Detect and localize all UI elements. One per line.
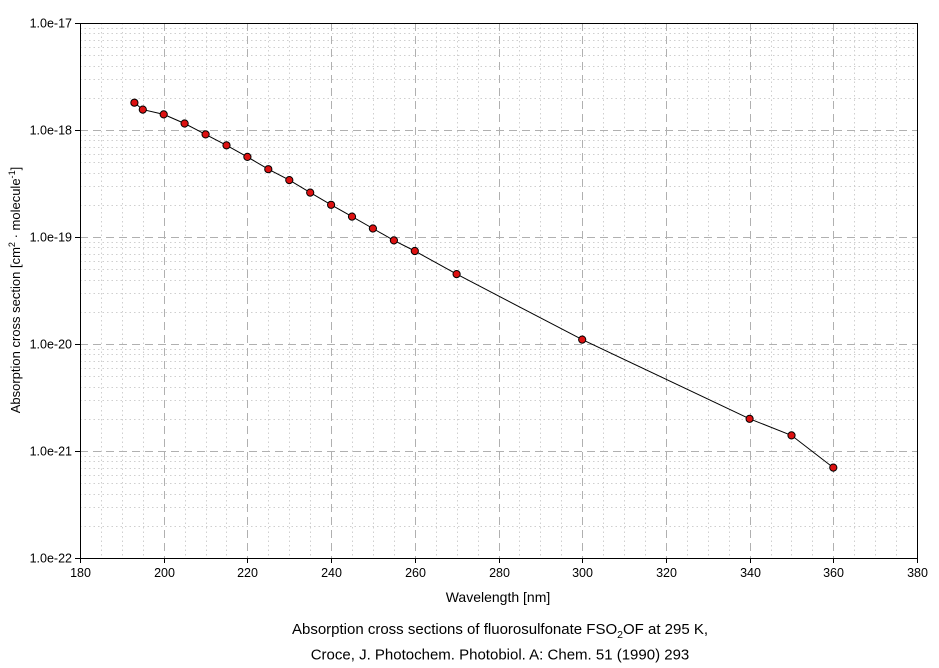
data-point: [306, 188, 315, 197]
data-point: [285, 176, 294, 185]
caption-title: Absorption cross sections of fluorosulfo…: [292, 621, 708, 641]
x-tick-label: 180: [70, 566, 91, 580]
data-point: [829, 463, 838, 472]
y-tick-label: 1.0e-19: [30, 231, 72, 245]
text-part: 2: [617, 629, 623, 641]
y-tick-label: 1.0e-18: [30, 124, 72, 138]
data-point: [368, 224, 377, 233]
text-part: -1: [6, 170, 17, 179]
absorption-cross-section-chart: 180 200 220 240 260 280 300 320 340 360 380 1.0e-17…: [30, 17, 928, 581]
y-axis-label: Absorption cross section [cm2 · molecule…: [7, 167, 23, 414]
data-point: [452, 270, 461, 279]
text-part: ]: [8, 166, 24, 171]
text-part: OF at 295 K,: [622, 621, 709, 638]
x-tick-label: 200: [154, 566, 175, 580]
data-point: [243, 152, 252, 161]
data-point: [180, 119, 189, 128]
x-tick-label: 240: [321, 566, 342, 580]
x-tick-label: 340: [740, 566, 761, 580]
data-point: [130, 98, 139, 107]
grid-major: [80, 23, 917, 558]
x-axis-label: Wavelength [nm]: [445, 589, 551, 605]
data-point: [578, 335, 587, 344]
x-tick-label: 280: [489, 566, 510, 580]
data-line: [134, 102, 834, 468]
axis-ticks: [75, 23, 918, 563]
data-point: [410, 246, 419, 256]
data-point: [138, 105, 147, 114]
y-tick-label: 1.0e-22: [30, 552, 72, 566]
x-tick-label: 380: [907, 566, 928, 580]
data-point: [787, 431, 796, 440]
text-part: 2: [6, 242, 17, 248]
x-tick-label: 300: [572, 566, 593, 580]
x-tick-label: 320: [656, 566, 677, 580]
y-tick-label: 1.0e-17: [30, 17, 72, 31]
data-point: [201, 130, 210, 139]
data-points: [130, 98, 838, 472]
x-tick-label: 360: [823, 566, 844, 580]
data-point: [222, 141, 231, 150]
x-tick-label: 220: [237, 566, 258, 580]
data-point: [327, 200, 336, 209]
caption-reference: Croce, J. Photochem. Photobiol. A: Chem.…: [310, 646, 690, 664]
data-point: [347, 212, 357, 221]
x-tick-label: 260: [405, 566, 426, 580]
grid-minor: [80, 23, 917, 558]
y-tick-label: 1.0e-21: [30, 445, 72, 459]
data-point: [389, 236, 398, 245]
y-tick-label: 1.0e-20: [30, 338, 72, 352]
text-part: · molecule: [8, 178, 24, 243]
text-part: Absorption cross sections of fluorosulfo…: [291, 621, 618, 638]
data-point: [745, 414, 754, 423]
data-point: [159, 110, 168, 119]
text-part: Absorption cross section [cm: [8, 247, 24, 414]
x-tick-labels: 180 200 220 240 260 280 300 320 340 360 380: [70, 566, 928, 580]
y-tick-labels: 1.0e-17 1.0e-18 1.0e-19 1.0e-20 1.0e-21 1.0e-…: [30, 17, 72, 566]
data-point: [264, 165, 273, 174]
